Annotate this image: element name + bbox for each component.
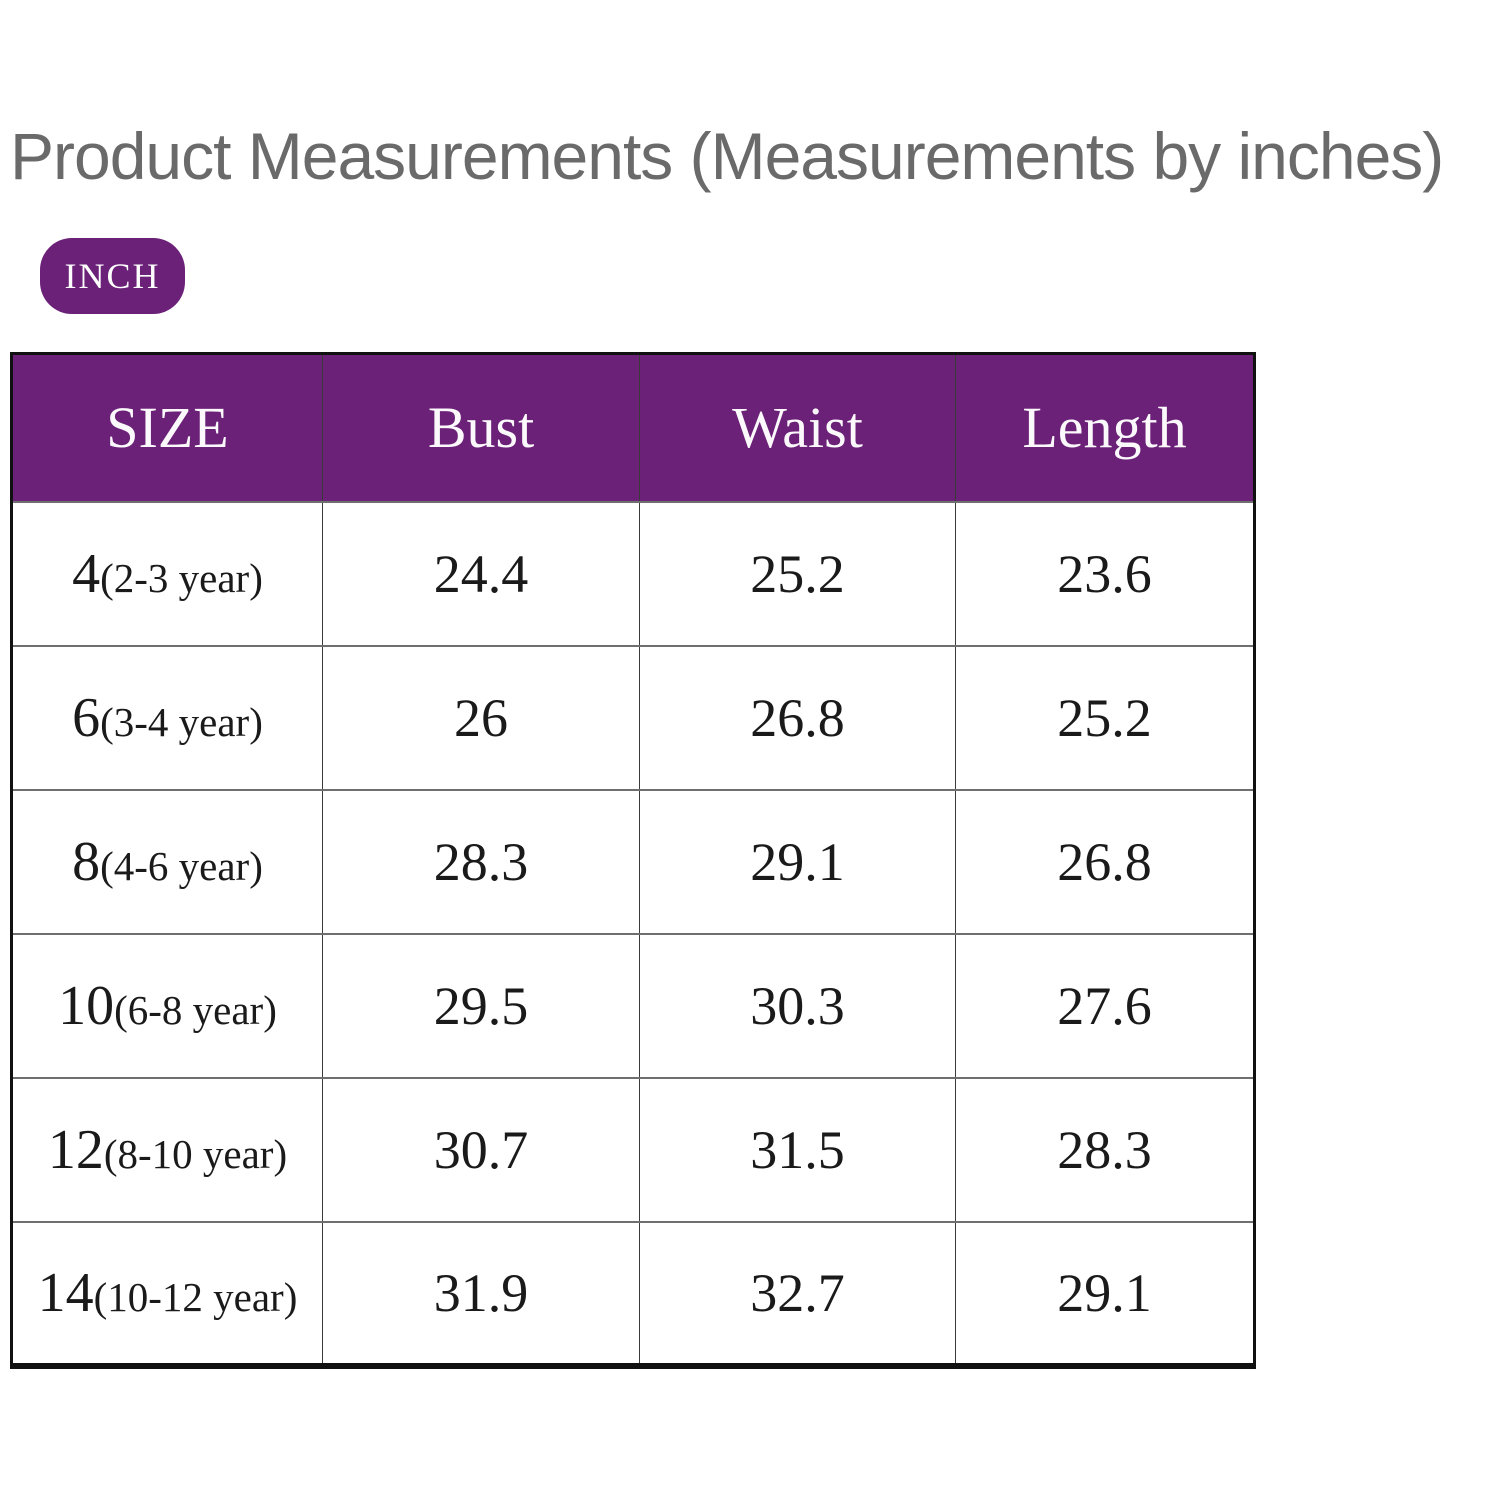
table-row: 8(4-6 year) 28.3 29.1 26.8 [11,788,1255,935]
size-cell: 6(3-4 year) [11,644,323,791]
size-age-range: (4-6 year) [100,842,263,889]
length-cell: 29.1 [955,1220,1255,1367]
size-cell: 12(8-10 year) [11,1076,323,1223]
size-age-range: (3-4 year) [100,698,263,745]
size-age-range: (8-10 year) [103,1130,288,1177]
size-value: 8 [72,830,101,893]
bust-cell: 30.7 [322,1076,640,1223]
page-title: Product Measurements (Measurements by in… [10,119,1444,193]
size-value: 10 [58,974,115,1037]
size-age-range: (2-3 year) [100,554,263,601]
table-row: 6(3-4 year) 26 26.8 25.2 [11,644,1255,791]
bust-cell: 26 [322,644,640,791]
waist-cell: 25.2 [639,500,956,647]
size-value: 14 [37,1261,94,1324]
size-age-range: (6-8 year) [114,986,277,1033]
waist-cell: 31.5 [639,1076,956,1223]
length-cell: 28.3 [955,1076,1255,1223]
table-row: 10(6-8 year) 29.5 30.3 27.6 [11,932,1255,1079]
column-header-waist: Waist [639,353,956,503]
column-header-size: SIZE [11,353,323,503]
waist-cell: 32.7 [639,1220,956,1367]
size-cell: 10(6-8 year) [11,932,323,1079]
table-row: 4(2-3 year) 24.4 25.2 23.6 [11,500,1255,647]
size-cell: 14(10-12 year) [11,1220,323,1367]
bust-cell: 31.9 [322,1220,640,1367]
length-cell: 27.6 [955,932,1255,1079]
waist-cell: 26.8 [639,644,956,791]
length-cell: 25.2 [955,644,1255,791]
length-cell: 23.6 [955,500,1255,647]
column-header-bust: Bust [322,353,640,503]
column-header-length: Length [955,353,1255,503]
length-cell: 26.8 [955,788,1255,935]
size-value: 4 [72,542,101,605]
waist-cell: 29.1 [639,788,956,935]
size-cell: 4(2-3 year) [11,500,323,647]
size-age-range: (10-12 year) [93,1273,298,1320]
size-cell: 8(4-6 year) [11,788,323,935]
bust-cell: 29.5 [322,932,640,1079]
size-value: 6 [72,686,101,749]
inch-unit-badge[interactable]: INCH [40,238,185,314]
size-value: 12 [47,1118,104,1181]
table-row: 14(10-12 year) 31.9 32.7 29.1 [11,1220,1255,1367]
table-row: 12(8-10 year) 30.7 31.5 28.3 [11,1076,1255,1223]
size-measurement-table: SIZE Bust Waist Length 4(2-3 year) 24.4 … [10,352,1256,1369]
waist-cell: 30.3 [639,932,956,1079]
bust-cell: 24.4 [322,500,640,647]
table-header-row: SIZE Bust Waist Length [11,353,1255,503]
bust-cell: 28.3 [322,788,640,935]
